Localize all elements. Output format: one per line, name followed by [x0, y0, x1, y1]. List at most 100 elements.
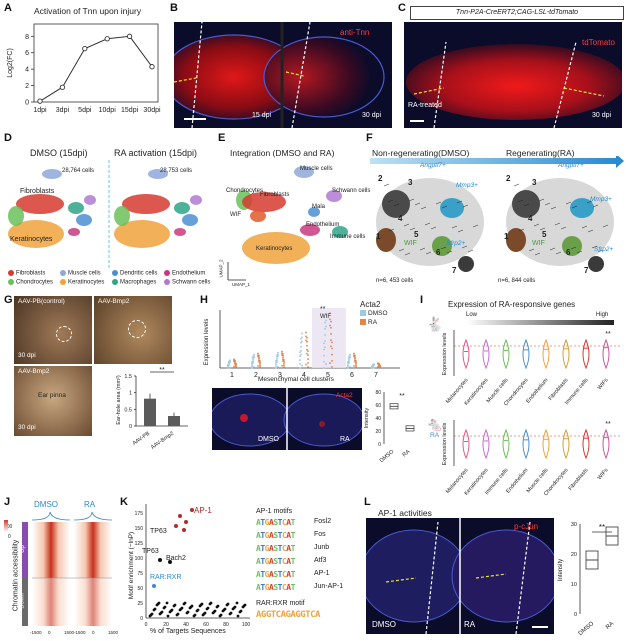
i-violin [582, 428, 590, 460]
k-motif-letter: A [268, 518, 274, 527]
panel-c-treatment: RA-treated [408, 102, 442, 109]
d-cluster-0 [8, 206, 24, 226]
f-cluster-dark [382, 190, 410, 218]
e-cluster [250, 210, 266, 222]
h-dmso-dot [301, 340, 303, 343]
panel-h-violin-chart: Expression levels 1 2 3 4 5 6 7 [204, 308, 400, 379]
panel-f-left-title: Non-regenerating(DMSO) [372, 148, 470, 158]
h-ra-dot [330, 339, 332, 342]
f-velocity-arrow [581, 225, 588, 229]
panel-j-down: Down [19, 593, 26, 609]
e-cluster [242, 232, 310, 264]
h-ra-dot [307, 350, 309, 353]
h-ra-dot [305, 339, 307, 342]
k-motif-letter: T [260, 544, 265, 553]
f-left-cluster-number: 4 [398, 214, 403, 223]
i-violin [502, 428, 510, 460]
g-ylabel: Ear-hole area (mm²) [116, 375, 122, 425]
i-violin [542, 338, 550, 370]
k-motif-letter: A [256, 531, 261, 540]
f-cluster-green [562, 236, 582, 256]
d-legend-label: Chondrocytes [16, 279, 54, 286]
panel-g-bottom-left: AAV-Bmp2 [18, 368, 50, 375]
h-box-xtick: DMSO [379, 448, 396, 462]
h-dmso-dot [275, 360, 277, 362]
k-ytick-label: 50 [137, 586, 143, 592]
k-motif-letter: A [286, 531, 291, 540]
d-legend-swatch [8, 270, 14, 276]
f-left-cluster-number: 6 [436, 248, 441, 257]
k-ytick-label: 150 [135, 526, 144, 532]
h-dmso-dot [253, 366, 255, 368]
panel-k-rar-title: RAR:RXR motif [256, 600, 305, 607]
k-motif-name: Jun-AP-1 [314, 583, 344, 590]
i-violin [482, 428, 490, 460]
panel-l-box-chart: 0 10 20 30 Intensity DMSO RA ** [558, 522, 619, 637]
k-motif-dot [186, 610, 190, 614]
f-velocity-arrow [404, 252, 411, 256]
k-motif-letter: G [264, 531, 270, 540]
a-xtick-label: 10dpi [99, 107, 117, 114]
h-ra-dot [377, 365, 379, 368]
h-dmso-dot [253, 353, 255, 356]
h-ra-dot [305, 363, 307, 366]
h-dmso-dot [373, 366, 375, 369]
k-xtick-label: 100 [242, 622, 251, 628]
f-mmp3-right: Mmp3+ [590, 196, 612, 203]
k-motif-dot [196, 608, 200, 612]
h-dmso-dot [348, 355, 350, 358]
f-left-cluster-number: 5 [414, 230, 419, 239]
a-xtick-label: 3dpi [56, 107, 70, 114]
k-motif-dot [173, 603, 177, 607]
k-xtick-label: 0 [145, 622, 148, 628]
panel-k-tp63a: TP63 [150, 528, 167, 535]
panel-e-axis2: UMAP_2 [218, 259, 224, 278]
h-cluster-label: 7 [374, 372, 378, 379]
h-ra-dot [306, 352, 308, 355]
f-left-cluster-number: 2 [378, 174, 383, 183]
h-ra-dot [233, 365, 235, 368]
h-ra-dot [282, 356, 284, 359]
h-ra-dot [353, 365, 355, 367]
f-velocity-arrow [533, 223, 540, 227]
h-dmso-dot [347, 362, 349, 365]
panel-k-bach2: Bach2 [166, 555, 186, 562]
f-velocity-arrow [597, 249, 604, 253]
h-dmso-dot [349, 353, 351, 356]
h-dmso-dot [349, 366, 351, 368]
d-legend-item: Schwann cells [164, 279, 210, 286]
f-velocity-arrow [446, 250, 453, 254]
h-ra-dot [259, 359, 261, 362]
panel-i-high: High [596, 312, 609, 318]
k-tp63-dot [158, 558, 162, 562]
i-violin [522, 428, 530, 460]
panel-e-axis1: UMAP_1 [232, 282, 251, 287]
h-ra-dot [282, 353, 284, 355]
h-ra-dot [258, 357, 260, 360]
panel-l-right: RA [464, 620, 476, 629]
k-motif-letter: S [273, 583, 278, 592]
h-ra-dot [305, 331, 307, 334]
i-cell-label: WIFs [597, 377, 610, 391]
k-motif-logo: ATGASTCAT [256, 570, 295, 579]
panel-h-label: H [200, 294, 208, 306]
h-ra-dot [354, 357, 356, 360]
panel-l-left: DMSO [372, 620, 396, 629]
h-dmso-dot [275, 363, 277, 366]
d-legend-swatch [112, 270, 118, 276]
panel-e-label: E [218, 132, 226, 144]
h-wif-highlight [312, 308, 346, 368]
h-cluster-label: 4 [302, 372, 306, 379]
d-legend-item: Fibroblasts [8, 270, 45, 277]
h-ra-dot [330, 320, 332, 323]
panel-l-stain: p-cJun [514, 522, 539, 531]
f-velocity-arrow [430, 226, 437, 230]
a-ytick-label: 2 [25, 83, 29, 90]
k-ap1-dot [190, 508, 194, 512]
k-motif-letter: G [264, 518, 270, 527]
d-legend-item: Macrophages [112, 279, 156, 286]
k-motif-dot [223, 607, 227, 611]
h-dmso-dot [372, 363, 374, 366]
f-velocity-arrow [387, 199, 394, 203]
f-velocity-arrow [435, 201, 442, 205]
